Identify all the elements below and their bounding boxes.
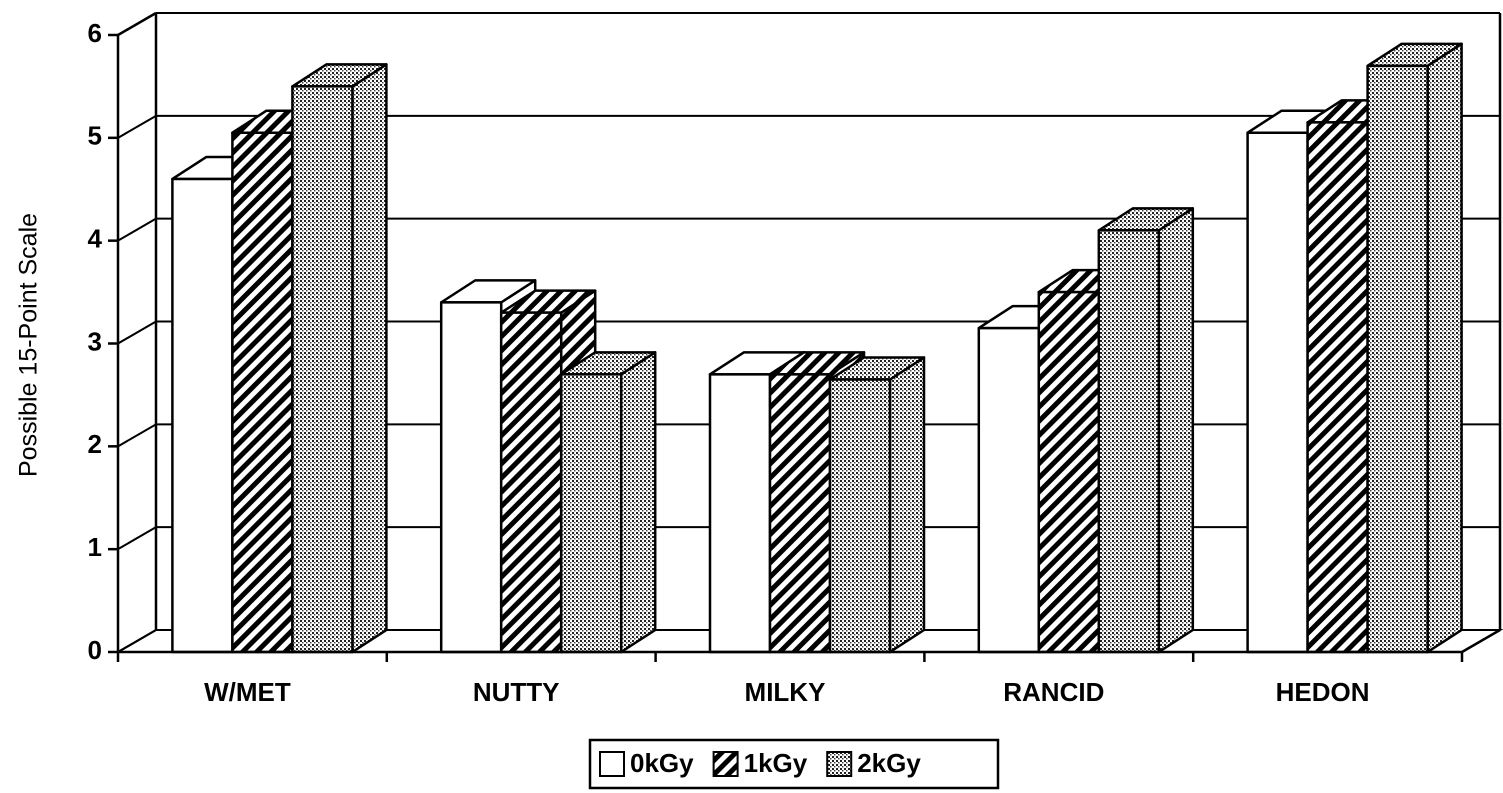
y-tick-label: 5 [88, 121, 102, 151]
wall-edge [1461, 628, 1501, 654]
bar [499, 311, 563, 654]
bar [1037, 290, 1101, 654]
grid-line [117, 217, 157, 242]
grid-line [117, 320, 157, 345]
bar-side [351, 63, 388, 654]
bar [828, 378, 892, 654]
bar-side [619, 351, 657, 654]
legend-label: 0kGy [630, 748, 694, 778]
x-tick-label: MILKY [745, 677, 826, 707]
bar [559, 373, 623, 654]
legend-swatch [599, 751, 625, 777]
y-axis-label: Possible 15-Point Scale [15, 213, 43, 477]
y-tick-label: 3 [88, 326, 102, 356]
y-tick-label: 4 [88, 224, 103, 254]
grid-line [117, 423, 157, 448]
bar-side [1426, 42, 1463, 654]
bar [708, 373, 772, 654]
y-tick-label: 6 [88, 18, 102, 48]
bar [171, 177, 234, 654]
y-tick-label: 2 [88, 429, 102, 459]
legend-swatch [712, 751, 739, 777]
x-tick-label: RANCID [1003, 677, 1104, 707]
bar [291, 85, 354, 654]
grid-line [117, 114, 157, 139]
legend-label: 2kGy [857, 748, 921, 778]
bar [1366, 64, 1429, 654]
bar-side [888, 356, 926, 654]
wall-edge [117, 11, 157, 37]
x-tick-label: HEDON [1276, 677, 1370, 707]
bar [768, 373, 832, 654]
legend-swatch [826, 751, 853, 777]
x-tick-label: NUTTY [473, 677, 560, 707]
y-tick-label: 1 [88, 532, 102, 562]
bar-side [1157, 207, 1195, 654]
y-tick-label: 0 [88, 635, 102, 665]
grid-line [117, 526, 157, 551]
bar [977, 326, 1041, 654]
legend-label: 1kGy [744, 748, 808, 778]
bar [439, 301, 503, 654]
x-tick-label: W/MET [204, 677, 291, 707]
bar [1246, 131, 1309, 654]
grid-line [117, 629, 157, 653]
bar [1097, 229, 1161, 654]
bar [231, 131, 294, 654]
bar [1306, 121, 1369, 654]
legend-box [588, 738, 1000, 790]
